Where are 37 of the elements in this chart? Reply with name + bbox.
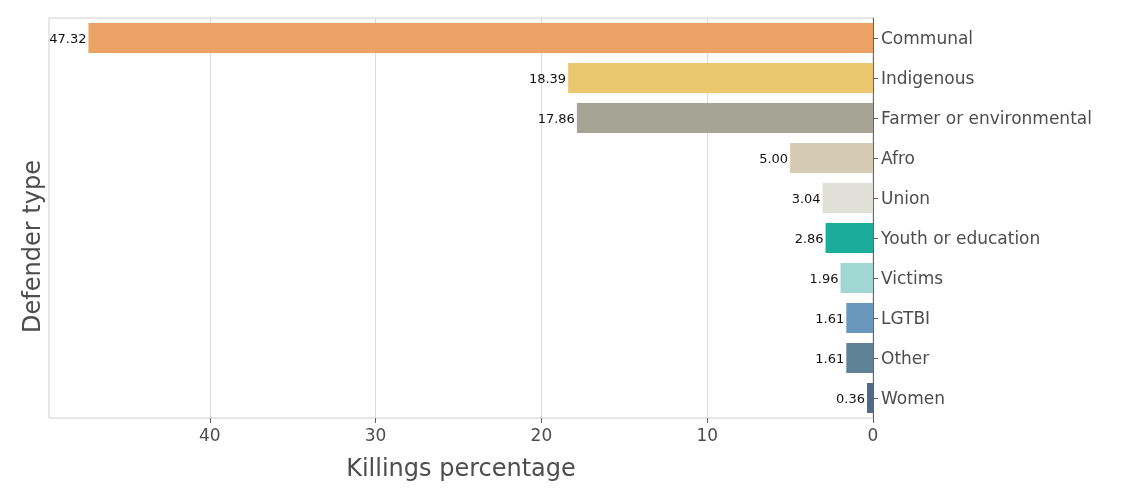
bar <box>88 23 873 53</box>
x-tick-label: 20 <box>530 424 553 445</box>
y-tick-label: Communal <box>881 28 974 48</box>
y-tick-label: Youth or education <box>880 228 1041 248</box>
data-label: 1.96 <box>809 270 839 286</box>
y-tick-label: Farmer or environmental <box>881 108 1092 128</box>
bar <box>867 383 873 413</box>
data-label: 17.86 <box>537 110 575 126</box>
y-tick-label: Afro <box>881 148 916 168</box>
y-tick-label: Victims <box>881 268 944 288</box>
data-label: 5.00 <box>759 150 789 166</box>
bar <box>790 143 873 173</box>
data-label: 3.04 <box>791 190 821 206</box>
y-tick-label: Indigenous <box>881 68 975 88</box>
x-tick-label: 0 <box>867 424 879 445</box>
y-tick-label: Other <box>881 348 930 368</box>
bar <box>822 183 873 213</box>
bar <box>576 103 873 133</box>
bar <box>846 303 873 333</box>
bar <box>846 343 873 373</box>
data-label: 0.36 <box>836 390 866 406</box>
y-tick-label: Women <box>881 388 946 408</box>
bar <box>568 63 873 93</box>
data-label: 2.86 <box>794 230 824 246</box>
y-axis-title: Defender type <box>18 160 46 333</box>
bar <box>840 263 873 293</box>
x-tick-label: 30 <box>364 424 387 445</box>
data-label: 47.32 <box>49 30 87 46</box>
data-label: 1.61 <box>815 310 845 326</box>
data-label: 18.39 <box>528 70 567 86</box>
x-tick-label: 10 <box>696 424 719 445</box>
y-tick-label: Union <box>881 188 931 208</box>
y-tick-label: LGTBI <box>881 308 931 328</box>
x-axis-title: Killings percentage <box>346 454 576 482</box>
bar <box>825 223 873 253</box>
x-tick-label: 40 <box>199 424 221 445</box>
data-label: 1.61 <box>815 350 845 366</box>
